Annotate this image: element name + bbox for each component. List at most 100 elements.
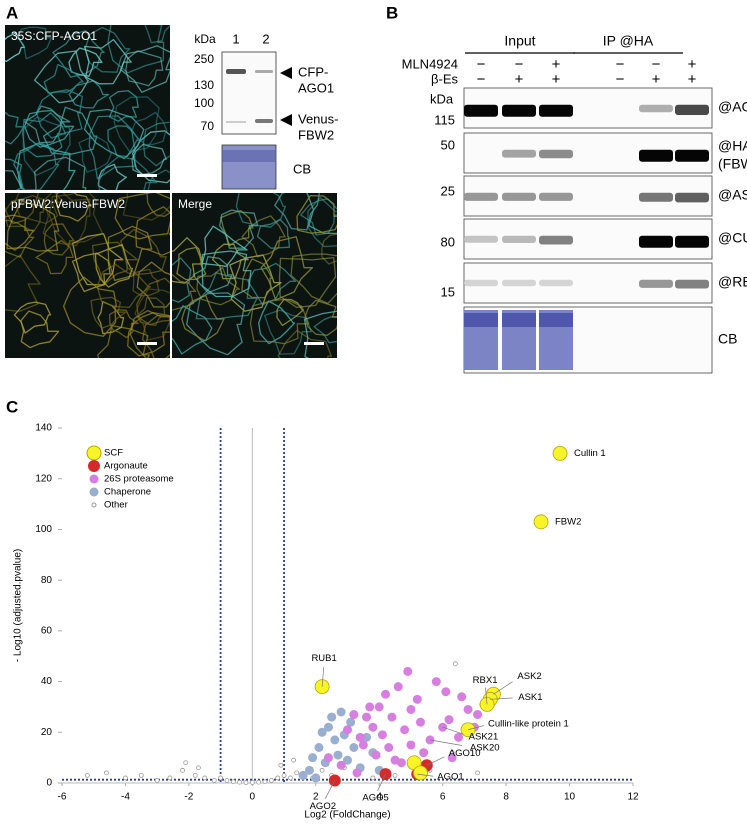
data-point xyxy=(473,710,483,720)
data-point xyxy=(336,707,346,717)
cell-wall xyxy=(14,193,64,225)
band xyxy=(502,279,536,287)
data-point xyxy=(343,725,352,735)
band-label: AGO1 xyxy=(298,80,334,95)
cell-wall xyxy=(43,63,84,94)
x-tick-label: 0 xyxy=(250,792,256,803)
cell-wall xyxy=(290,253,337,305)
cell-wall xyxy=(129,309,170,358)
cell-wall xyxy=(90,296,127,329)
cell-wall xyxy=(249,298,310,345)
band xyxy=(502,149,536,158)
data-point xyxy=(355,732,365,742)
cell-wall xyxy=(16,142,76,190)
data-point xyxy=(368,722,378,732)
cell-wall xyxy=(260,236,314,301)
cell-wall xyxy=(147,169,170,190)
data-point xyxy=(123,775,128,781)
unit-label: kDa xyxy=(194,32,216,46)
leader-line xyxy=(490,697,513,700)
blot-label: (FBW2) xyxy=(718,156,747,172)
panel-label: A xyxy=(6,3,18,22)
legend-label: Chaperone xyxy=(104,487,151,498)
cell-wall xyxy=(108,309,139,339)
band xyxy=(539,104,573,117)
stain-band xyxy=(539,313,573,327)
cell-wall xyxy=(303,310,337,358)
lane-label: 2 xyxy=(262,31,269,46)
cell-wall xyxy=(35,239,74,275)
y-tick-label: 140 xyxy=(35,423,52,434)
data-point xyxy=(317,727,327,737)
cell-wall xyxy=(256,218,291,249)
data-point xyxy=(243,780,249,785)
treatment-sign: − xyxy=(616,56,625,73)
y-tick-label: 40 xyxy=(41,676,53,687)
cell-wall xyxy=(24,105,71,144)
band-label: FBW2 xyxy=(298,127,334,142)
band xyxy=(226,69,246,74)
data-point xyxy=(287,775,293,781)
treatment-sign: + xyxy=(688,56,697,73)
arrowhead xyxy=(280,67,292,79)
cell-wall xyxy=(13,301,52,334)
cell-wall xyxy=(5,170,25,190)
data-point xyxy=(374,702,384,712)
band xyxy=(502,192,536,201)
data-point xyxy=(224,778,230,783)
data-point xyxy=(358,740,368,750)
legend-label: SCF xyxy=(104,448,123,459)
data-point xyxy=(323,722,333,732)
cell-wall xyxy=(241,258,273,299)
cell-wall xyxy=(258,300,296,345)
x-tick-label: -2 xyxy=(184,792,193,803)
annotation: ASK2 xyxy=(517,671,541,682)
stain-label: CB xyxy=(293,161,311,176)
data-point xyxy=(167,775,173,781)
x-tick-label: 12 xyxy=(627,792,639,803)
cell-wall xyxy=(48,193,103,245)
x-tick-label: -4 xyxy=(121,792,130,803)
cell-wall xyxy=(83,38,132,85)
data-point xyxy=(396,758,406,768)
micrograph xyxy=(172,193,337,358)
cell-wall xyxy=(220,210,254,247)
data-point xyxy=(183,760,189,766)
data-point xyxy=(256,779,262,785)
scale-bar xyxy=(137,174,157,177)
blot-label: @CUL1 xyxy=(718,230,747,246)
cell-wall xyxy=(141,315,170,358)
leader-line xyxy=(377,773,386,792)
treatment-sign: + xyxy=(652,71,661,88)
data-point xyxy=(304,765,314,775)
cell-wall xyxy=(78,136,113,173)
marker-label: 25 xyxy=(441,183,455,198)
marker-label: 15 xyxy=(441,284,455,299)
cell-wall xyxy=(16,26,52,60)
data-point xyxy=(392,772,398,778)
data-point xyxy=(400,725,410,735)
cell-wall xyxy=(146,193,170,217)
leader-line xyxy=(493,681,513,695)
cell-wall xyxy=(144,25,170,44)
data-point xyxy=(349,710,359,720)
cell-wall xyxy=(278,256,337,309)
band xyxy=(464,235,498,243)
data-point xyxy=(294,770,300,776)
annotation: AGO10 xyxy=(449,748,481,759)
y-tick-label: 120 xyxy=(35,473,52,484)
data-point xyxy=(268,778,274,783)
data-point xyxy=(84,772,90,778)
band xyxy=(226,121,246,123)
data-point xyxy=(463,704,473,714)
blot xyxy=(463,262,713,304)
band xyxy=(502,235,536,243)
arrowhead xyxy=(280,114,292,126)
cell-wall xyxy=(186,292,246,356)
cell-wall xyxy=(136,261,170,308)
band xyxy=(464,104,498,117)
data-point xyxy=(336,760,346,770)
cell-outlines xyxy=(5,193,170,358)
data-point xyxy=(349,743,359,752)
data-point xyxy=(346,717,356,727)
